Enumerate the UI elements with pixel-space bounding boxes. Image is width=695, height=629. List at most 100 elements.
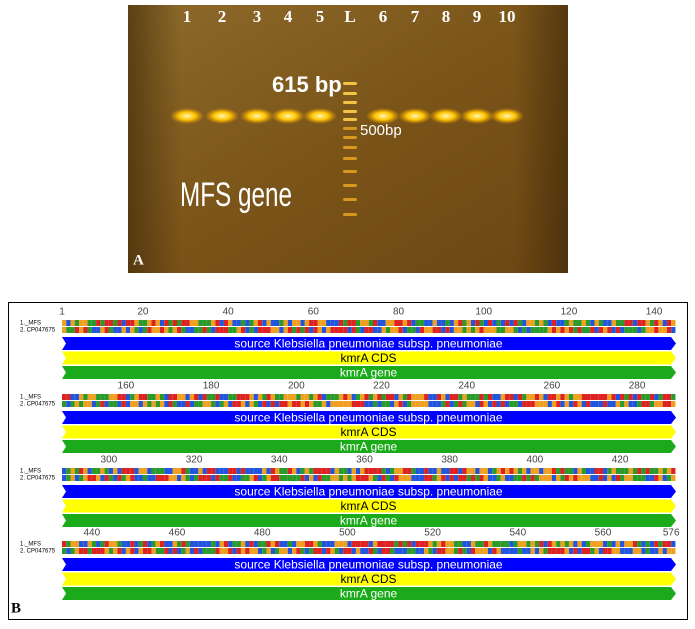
base — [223, 475, 229, 481]
base — [556, 475, 561, 481]
feature-label: source Klebsiella pneumoniae subsp. pneu… — [234, 558, 503, 572]
base — [424, 401, 429, 407]
base — [87, 548, 92, 554]
base — [419, 468, 425, 474]
base — [317, 475, 322, 481]
base — [334, 468, 339, 474]
base — [62, 401, 67, 407]
base — [360, 401, 365, 407]
base — [372, 320, 378, 326]
base — [475, 320, 480, 326]
base — [483, 327, 488, 333]
base — [377, 394, 382, 400]
base — [632, 541, 638, 547]
base — [330, 541, 335, 547]
dna-band — [170, 108, 204, 124]
base — [121, 394, 126, 400]
base — [113, 475, 118, 481]
base — [649, 548, 655, 554]
base — [628, 468, 633, 474]
ladder-band — [343, 198, 357, 201]
base — [279, 401, 284, 407]
ruler-label: 100 — [475, 307, 492, 318]
base — [151, 401, 156, 407]
base — [428, 468, 433, 474]
base — [381, 401, 386, 407]
ladder-band — [343, 213, 357, 216]
base — [483, 548, 488, 554]
base — [564, 541, 569, 547]
base — [211, 468, 216, 474]
base — [155, 401, 160, 407]
base — [628, 327, 633, 333]
base — [292, 468, 297, 474]
feature-label: source Klebsiella pneumoniae subsp. pneu… — [234, 411, 503, 425]
base — [483, 468, 488, 474]
base — [530, 320, 535, 326]
base — [351, 548, 356, 554]
base — [164, 394, 169, 400]
base — [637, 475, 642, 481]
base — [368, 548, 373, 554]
base — [539, 541, 544, 547]
base — [637, 394, 642, 400]
base — [368, 541, 373, 547]
base — [223, 401, 229, 407]
panel-label: B — [11, 600, 21, 616]
base — [368, 468, 373, 474]
base — [585, 548, 591, 554]
base — [300, 541, 305, 547]
gene-label: MFS gene — [180, 176, 292, 214]
base — [74, 475, 80, 481]
base — [419, 401, 425, 407]
base — [125, 468, 131, 474]
base — [530, 548, 535, 554]
base — [645, 401, 650, 407]
base — [155, 468, 160, 474]
base — [211, 394, 216, 400]
base — [206, 475, 212, 481]
base — [585, 394, 591, 400]
base — [407, 548, 412, 554]
base — [304, 327, 310, 333]
base — [223, 541, 229, 547]
base — [488, 468, 493, 474]
base — [87, 394, 92, 400]
base — [134, 468, 139, 474]
sequence-name: 2. CP047675 — [20, 549, 56, 555]
base — [330, 320, 335, 326]
ruler-label: 420 — [612, 455, 629, 466]
base — [202, 541, 207, 547]
base — [462, 401, 467, 407]
base — [304, 468, 310, 474]
base — [159, 394, 165, 400]
base — [91, 548, 97, 554]
base — [649, 468, 655, 474]
base — [560, 320, 565, 326]
base — [215, 320, 220, 326]
base — [113, 327, 118, 333]
base — [441, 327, 446, 333]
base — [505, 548, 510, 554]
dna-band — [271, 108, 305, 124]
base — [466, 394, 471, 400]
base — [624, 541, 629, 547]
base — [134, 475, 139, 481]
base — [198, 468, 203, 474]
base — [598, 327, 604, 333]
ruler-label: 180 — [203, 381, 220, 392]
base — [517, 320, 523, 326]
sequence-name: 2. CP047675 — [20, 476, 56, 482]
base — [113, 401, 118, 407]
feature-label: kmrA CDS — [340, 425, 396, 439]
base — [104, 548, 109, 554]
base — [394, 468, 399, 474]
base — [671, 327, 676, 333]
base — [151, 320, 156, 326]
base — [138, 548, 143, 554]
base — [500, 320, 506, 326]
ladder-band — [343, 118, 357, 121]
base — [177, 394, 182, 400]
base — [581, 327, 586, 333]
base — [534, 541, 540, 547]
